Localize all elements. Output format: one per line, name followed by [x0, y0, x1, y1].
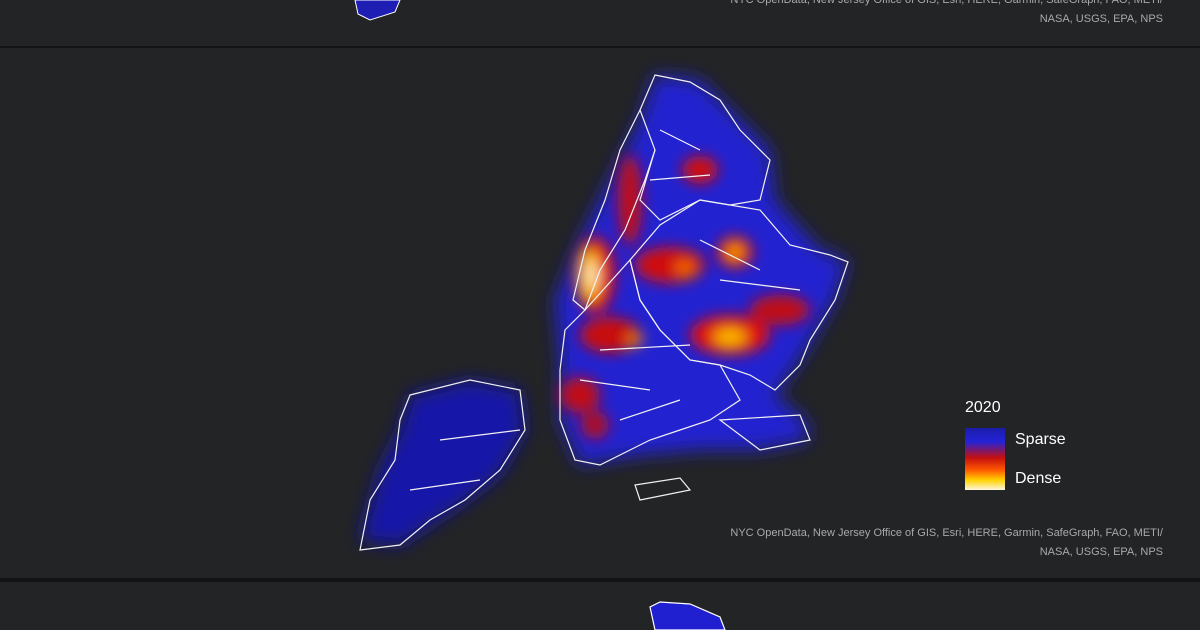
- attribution-line: NYC OpenData, New Jersey Office of GIS, …: [730, 0, 1163, 6]
- attribution-line: NASA, USGS, EPA, NPS: [1039, 546, 1163, 558]
- map-panel-top: NYC OpenData, New Jersey Office of GIS, …: [0, 0, 1200, 46]
- attribution-line: NASA, USGS, EPA, NPS: [1039, 13, 1163, 25]
- borough-edge: [649, 601, 726, 630]
- legend-label: Sparse: [1015, 431, 1066, 448]
- attribution-line: NYC OpenData, New Jersey Office of GIS, …: [730, 527, 1163, 539]
- legend-title: 2020: [965, 399, 1001, 416]
- map-panel-bottom: [0, 582, 1200, 630]
- map-bottom: [649, 601, 726, 630]
- attribution: NYC OpenData, New Jersey Office of GIS, …: [730, 524, 1163, 562]
- map-top: [354, 0, 401, 21]
- attribution: NYC OpenData, New Jersey Office of GIS, …: [730, 0, 1163, 29]
- island-edge: [354, 0, 401, 21]
- density-hotspots: [560, 155, 810, 439]
- borough-outlines: [359, 74, 849, 551]
- map-panel-main: 2020 Sparse Dense NYC OpenData, New Jers…: [0, 48, 1200, 578]
- legend-gradient: [965, 428, 1005, 490]
- heatmap: [359, 74, 849, 551]
- legend-label: Dense: [1015, 470, 1062, 487]
